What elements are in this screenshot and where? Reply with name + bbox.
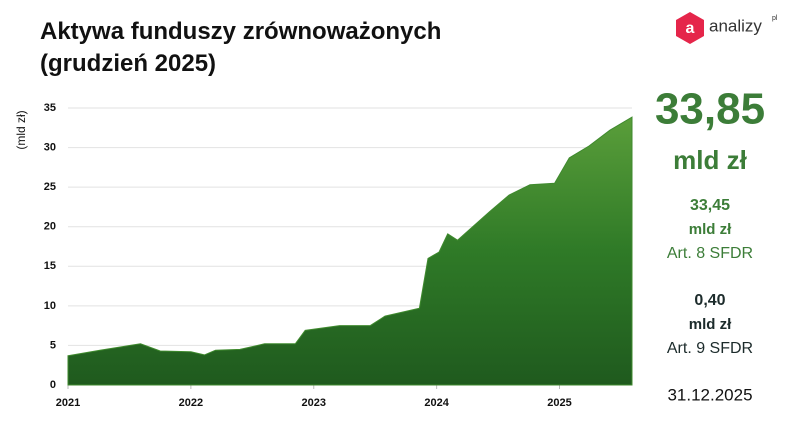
total-unit: mld zł xyxy=(673,145,747,175)
item-unit: mld zł xyxy=(689,316,732,333)
total-value: 33,85 xyxy=(655,85,765,134)
logo-letter: a xyxy=(686,20,695,37)
item-value: 33,45 xyxy=(690,197,730,214)
logo-name: analizy xyxy=(709,16,762,35)
area xyxy=(67,116,633,386)
logo-icon xyxy=(676,12,704,44)
x-tick-label: 2021 xyxy=(56,397,80,409)
item-unit: mld zł xyxy=(689,221,732,238)
x-tick-label: 2022 xyxy=(179,397,203,409)
y-tick-label: 5 xyxy=(50,339,56,351)
y-tick-label: 20 xyxy=(44,221,56,233)
y-tick-label: 10 xyxy=(44,300,56,312)
x-tick-label: 2024 xyxy=(424,397,449,409)
date: 31.12.2025 xyxy=(667,385,752,404)
y-tick-label: 15 xyxy=(44,260,56,272)
x-tick-label: 2023 xyxy=(302,397,326,409)
chart-title: Aktywa funduszy zrównoważonych (grudzień… xyxy=(40,18,442,77)
logo-suffix: pl xyxy=(772,15,778,22)
item-label: Art. 9 SFDR xyxy=(667,340,753,357)
y-tick-label: 25 xyxy=(44,181,56,193)
x-tick-label: 2025 xyxy=(547,397,571,409)
item-value: 0,40 xyxy=(694,292,725,309)
y-axis-label: (mld zł) xyxy=(14,110,28,149)
y-tick-label: 0 xyxy=(50,379,56,391)
y-tick-label: 35 xyxy=(44,102,56,114)
y-tick-label: 30 xyxy=(44,141,56,153)
item-label: Art. 8 SFDR xyxy=(667,245,753,262)
